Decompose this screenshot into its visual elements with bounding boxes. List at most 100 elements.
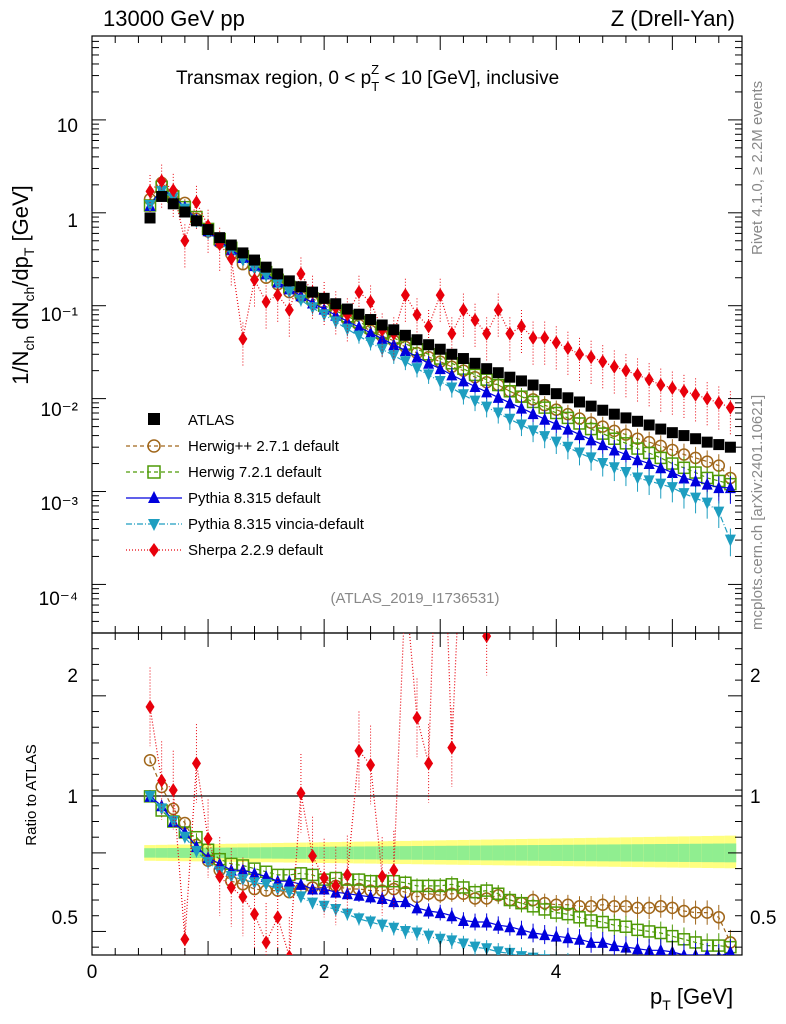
ratio-point-sherpa-2-2-9-default [238,889,248,904]
ratio-point-pythia-8-315-vincia-default [678,968,689,980]
point-sherpa-2-2-9-default [412,307,422,322]
point-pythia-8-315-default [597,438,609,451]
ratio-point-pythia-8-315-default [481,915,493,928]
ratio-point-sherpa-2-2-9-default [714,562,723,576]
point-pythia-8-315-vincia-default [597,458,609,471]
ratio-point-sherpa-2-2-9-default [587,474,596,488]
point-sherpa-2-2-9-default [296,266,306,281]
point-pythia-8-315-default [492,390,504,403]
point-pythia-8-315-default [399,343,411,356]
ratio-line-herwig-2-7-1-default [149,759,731,943]
point-sherpa-2-2-9-default [145,184,155,199]
point-sherpa-2-2-9-default [354,285,364,300]
point-atlas [341,303,353,315]
legend-marker-vincia [148,519,160,531]
ratio-point-pythia-8-315-vincia-default [446,935,458,948]
point-sherpa-2-2-9-default [366,294,376,309]
point-sherpa-2-2-9-default [400,288,410,303]
ratio-point-pythia-8-315-vincia-default [388,922,400,935]
ratio-point-sherpa-2-2-9-default [366,757,376,772]
ratio-point-pythia-8-315-vincia-default [411,927,423,940]
point-atlas [225,239,237,251]
ratio-point-pythia-8-315-vincia-default [318,900,330,913]
point-sherpa-2-2-9-default [563,341,573,356]
point-sherpa-2-2-9-default [250,272,259,287]
band-inner-bin [538,844,551,861]
ratio-point-pythia-8-315-vincia-default [307,897,319,910]
point-sherpa-2-2-9-default [667,381,677,396]
ratio-point-pythia-8-315-vincia-default [399,925,411,938]
ratio-point-pythia-8-315-default [539,928,551,941]
band-inner-bin [411,846,423,860]
ratio-point-sherpa-2-2-9-default [563,464,572,478]
ratio-point-pythia-8-315-default [283,874,295,887]
band-inner-bin [446,845,458,861]
point-sherpa-2-2-9-default [493,302,503,317]
band-inner-bin [295,846,307,859]
point-pythia-8-315-default [620,448,632,461]
ratio-point-pythia-8-315-default [469,915,481,928]
ratio-point-pythia-8-315-vincia-default [586,960,597,972]
point-pythia-8-315-vincia-default [608,462,620,475]
axis-ticks [91,35,743,955]
ratio-point-pythia-8-315-vincia-default [156,803,168,816]
band-inner-bin [155,848,168,858]
ratio-point-pythia-8-315-vincia-default [492,946,504,955]
band-inner-bin [144,848,156,858]
ratio-point-sherpa-2-2-9-default [168,783,178,798]
point-atlas [179,206,191,218]
point-pythia-8-315-vincia-default [574,447,585,460]
point-atlas [527,379,539,391]
point-pythia-8-315-default [713,481,725,494]
point-sherpa-2-2-9-default [191,195,201,210]
band-inner-bin [527,845,539,861]
ratio-point-pythia-8-315-default [655,943,666,955]
ratio-point-pythia-8-315-default [434,906,446,919]
legend: ATLAS Herwig++ 2.7.1 default Herwig 7.2.… [126,412,365,559]
legend-marker-pythia [148,491,160,503]
point-atlas [574,396,585,408]
point-pythia-8-315-vincia-default [260,270,272,283]
ratio-tick-label-0.5: 0.5 [52,908,78,929]
point-atlas [701,436,713,448]
point-pythia-8-315-vincia-default [690,492,702,505]
ratio-point-sherpa-2-2-9-default [191,756,201,771]
legend-label-herwig7: Herwig 7.2.1 default [188,464,322,481]
point-pythia-8-315-vincia-default [283,286,295,299]
point-pythia-8-315-default [457,374,469,387]
point-atlas [550,388,562,400]
ratio-point-pythia-8-315-default [574,932,585,945]
point-pythia-8-315-vincia-default [434,375,446,388]
point-pythia-8-315-vincia-default [562,441,574,454]
y-tick-label-10: 10 [57,116,78,137]
legend-label-atlas: ATLAS [188,412,234,429]
band-inner-bin [248,847,261,859]
band-inner-bin [341,846,354,860]
point-sherpa-2-2-9-default [644,372,654,387]
point-pythia-8-315-default [365,326,377,339]
point-pythia-8-315-default [411,350,423,363]
ratio-point-sherpa-2-2-9-default [703,541,712,555]
ratio-point-pythia-8-315-default [504,920,516,933]
point-atlas [365,314,377,326]
ratio-tick-label-1: 1 [67,787,78,808]
ratio-point-pythia-8-315-vincia-default [702,970,713,982]
point-pythia-8-315-default [515,401,527,414]
ratio-point-sherpa-2-2-9-default [226,880,236,895]
y-tick-label-1: 1 [67,211,78,232]
series-line-herwig-2-7-1-default [149,181,731,479]
point-sherpa-2-2-9-default [540,330,550,345]
ratio-point-sherpa-2-2-9-default [261,935,271,950]
point-atlas [434,343,446,355]
ratio-point-pythia-8-315-default [318,882,330,895]
ratio-point-sherpa-2-2-9-default [668,529,677,543]
point-atlas [562,392,574,404]
point-pythia-8-315-vincia-default [446,382,458,395]
ratio-point-pythia-8-315-vincia-default [469,941,481,954]
band-inner-bin [353,846,365,860]
point-pythia-8-315-vincia-default [249,263,260,276]
band-inner-bin [457,845,470,861]
point-pythia-8-315-vincia-default [492,407,504,420]
legend-entry-herwigpp: Herwig++ 2.7.1 default [126,438,340,455]
ratio-line-herwig-7-2-1-default [149,796,731,948]
